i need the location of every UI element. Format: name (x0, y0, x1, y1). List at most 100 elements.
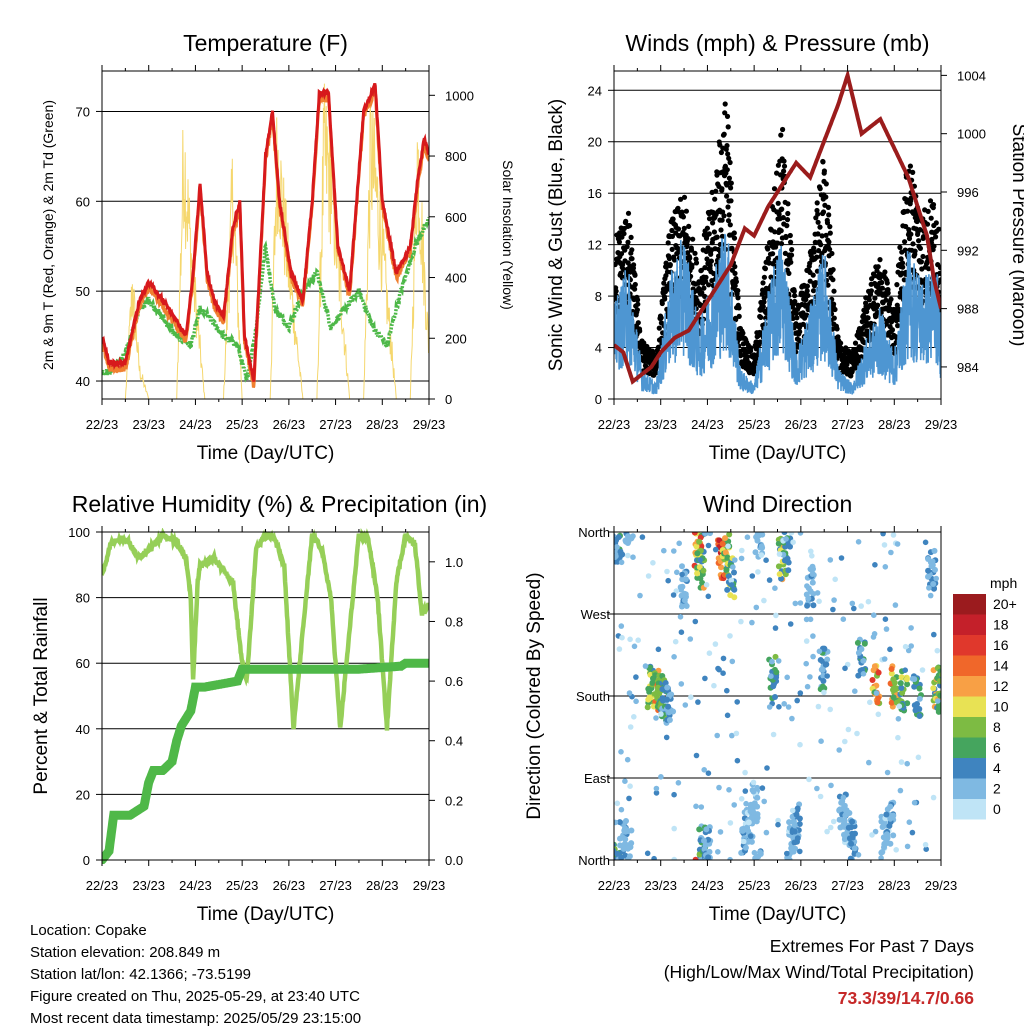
gust-point (868, 288, 875, 294)
gust-point (752, 369, 758, 375)
y2-tick-label: 988 (957, 302, 979, 317)
gust-point (618, 270, 624, 276)
gust-point (888, 296, 894, 302)
plot-area (102, 528, 429, 864)
gust-point (632, 272, 638, 278)
legend-swatch (953, 676, 986, 697)
x-tick-label: 24/23 (179, 417, 212, 432)
direction-point (904, 700, 911, 707)
direction-point (890, 532, 897, 538)
gust-point (931, 243, 937, 249)
direction-point (818, 738, 824, 744)
gust-point (669, 233, 676, 239)
direction-point (753, 818, 760, 825)
chart-panel-1: 22/23 23/23 24/23 25/23 26/23 27/23 28/23 29/23… (40, 30, 516, 464)
gust-point (780, 215, 786, 221)
direction-point (631, 643, 638, 650)
x-tick-label: 26/23 (273, 878, 306, 893)
gust-point (831, 288, 837, 294)
direction-point (810, 633, 816, 639)
gust-point (933, 234, 939, 240)
direction-point (882, 616, 889, 622)
direction-point (664, 684, 671, 691)
legend-label: 2 (993, 781, 1001, 797)
gust-point (702, 293, 708, 299)
direction-point (776, 704, 782, 710)
gust-point (877, 257, 883, 263)
direction-point (627, 724, 634, 730)
direction-point (724, 687, 730, 694)
gust-point (832, 306, 838, 313)
direction-point (923, 846, 929, 852)
direction-point (676, 540, 682, 547)
gust-point (707, 262, 713, 269)
direction-point (633, 698, 639, 705)
direction-point (909, 829, 916, 836)
gust-point (621, 231, 627, 237)
direction-point (892, 602, 899, 608)
direction-point (838, 799, 845, 806)
direction-point (790, 539, 796, 545)
direction-point (661, 547, 667, 554)
x-tick-label: 25/23 (226, 878, 259, 893)
gust-point (722, 101, 728, 107)
gust-point (765, 255, 772, 262)
direction-point (730, 564, 736, 570)
direction-point (807, 566, 814, 572)
gust-point (918, 259, 925, 265)
direction-point (875, 669, 882, 676)
gust-point (658, 315, 664, 321)
x-axis-label: Time (Day/UTC) (197, 904, 335, 925)
direction-point (750, 809, 757, 816)
direction-point (888, 549, 894, 556)
info-recent: Most recent data timestamp: 2025/05/29 2… (30, 1010, 362, 1027)
gust-point (718, 149, 725, 156)
direction-point (700, 567, 707, 574)
direction-point (796, 821, 803, 827)
gust-point (625, 210, 632, 216)
direction-point (645, 573, 652, 579)
gust-point (825, 282, 831, 288)
gust-point (683, 208, 690, 214)
direction-point (895, 716, 902, 722)
chart-panel-4: 22/23 23/23 24/23 25/23 26/23 27/23 28/23 29/23… (524, 491, 957, 925)
gust-point (879, 279, 885, 286)
gust-point (810, 288, 817, 294)
gust-point (704, 256, 710, 262)
direction-point (702, 675, 708, 682)
gust-point (681, 194, 688, 200)
direction-point (941, 670, 947, 676)
direction-point (855, 649, 862, 656)
direction-point (775, 563, 782, 570)
gust-point (788, 239, 794, 245)
gust-point (908, 231, 914, 237)
gust-point (689, 262, 695, 268)
gust-point (905, 208, 911, 214)
gust-point (784, 223, 790, 229)
direction-point (786, 857, 793, 860)
direction-point (619, 634, 625, 641)
direction-point (883, 811, 890, 818)
direction-point (712, 546, 719, 553)
gust-point (733, 317, 739, 323)
direction-points (614, 532, 947, 860)
direction-point (683, 603, 690, 609)
gust-point (778, 132, 784, 138)
direction-point (915, 754, 922, 761)
direction-point (884, 806, 891, 813)
gust-point (775, 162, 782, 168)
y-tick-label: 50 (76, 284, 90, 299)
extremes-summary: Extremes For Past 7 Days (High/Low/Max W… (664, 933, 974, 1011)
direction-point (891, 685, 898, 692)
gust-point (716, 253, 722, 259)
direction-point (740, 838, 747, 845)
direction-point (822, 661, 829, 668)
gust-point (831, 301, 837, 307)
gust-point (693, 256, 699, 262)
direction-point (827, 824, 834, 831)
gust-point (728, 180, 734, 186)
direction-point (671, 856, 677, 860)
direction-point (902, 667, 908, 673)
direction-point (791, 839, 798, 846)
direction-point (705, 542, 712, 549)
